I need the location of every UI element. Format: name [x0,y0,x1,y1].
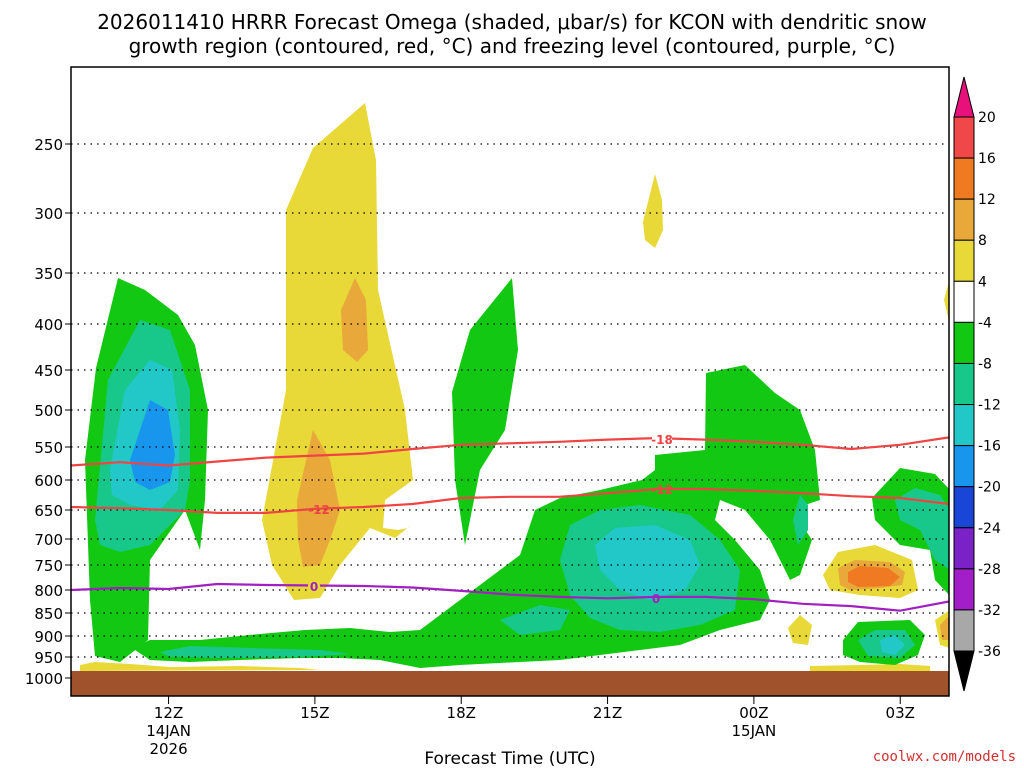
contour-dgz_-12C [71,487,949,514]
omega-region-orange-strong [848,566,900,587]
colorbar-label-12: -32 [978,603,1001,619]
contour-label-dgz-lower-left: -12 [308,503,330,517]
colorbar-swatch-2 [953,157,975,200]
omega-region-yellow-surface [80,662,320,671]
colorbar-swatch-bottom [953,650,975,692]
colorbar-label-5: -4 [978,315,992,331]
colorbar-swatch-3 [953,198,975,241]
y-axis-tick-labels: 250 300 350 400 450 500 550 600 650 700 750 800 850 9… [25,136,63,688]
colorbar-label-9: -20 [978,480,1001,496]
colorbar-label-1: 16 [978,151,996,167]
colorbar-label-8: -16 [978,439,1001,455]
colorbar-swatch-6 [953,321,975,364]
colorbar-swatch-9 [953,445,975,488]
colorbar-label-10: -24 [978,521,1001,537]
omega-region-yellow-small-a [788,615,812,645]
colorbar-label-7: -12 [978,398,1001,414]
colorbar-swatch-1 [953,116,975,159]
y-tick-label-900: 900 [34,628,63,646]
plot-frame [70,66,950,697]
colorbar-label-3: 8 [978,233,987,249]
omega-shading [80,103,949,671]
colorbar-label-11: -28 [978,562,1001,578]
x-tick-label-24: 00Z [739,704,768,722]
contour-label-dgz-lower-right: -12 [651,483,673,497]
x-tick-label-15: 15Z [300,704,329,722]
omega-region-orange-edge [940,616,949,640]
colorbar-swatch-4 [953,239,975,282]
x-tick-label-18: 18Z [447,704,476,722]
colorbar-swatch-13 [953,609,975,652]
y-tick-label-600: 600 [34,472,63,490]
omega-region-yellow-edge [944,281,949,321]
contour-label-dgz-upper: -18 [651,433,673,447]
colorbar-label-13: -36 [978,644,1001,660]
y-tick-label-800: 800 [34,582,63,600]
x-tick-date-24: 15JAN [732,722,777,740]
omega-region-green-mid [452,278,518,545]
watermark: coolwx.com/models [873,749,1016,765]
y-tick-label-1000: 1000 [25,670,63,688]
colorbar-swatch-8 [953,404,975,447]
omega-region-yellow-main [262,103,413,600]
colorbar-label-0: 20 [978,110,996,126]
y-tick-label-350: 350 [34,265,63,283]
y-tick-label-850: 850 [34,605,63,623]
contour-dgz_-18C [71,436,949,467]
y-tick-label-300: 300 [34,205,63,223]
omega-region-cyan-lower [595,525,700,600]
chart-title-line1: 2026011410 HRRR Forecast Omega (shaded, … [97,10,927,34]
colorbar-label-4: 4 [978,274,987,290]
contour-label-freezing-right: 0 [652,592,660,606]
y-tick-label-550: 550 [34,439,63,457]
colorbar-swatch-11 [953,527,975,570]
colorbar-swatch-top [953,76,975,118]
colorbar-swatch-5 [953,280,975,323]
chart-title-line2: growth region (contoured, red, °C) and f… [129,34,896,58]
y-tick-label-250: 250 [34,136,63,154]
colorbar-label-2: 12 [978,192,996,208]
y-tick-label-400: 400 [34,316,63,334]
y-tick-label-500: 500 [34,402,63,420]
x-tick-label-21: 21Z [593,704,622,722]
omega-region-blue-left [130,400,175,490]
omega-region-yellow-upper-right [643,174,663,248]
contour-labels: -18 -12 -12 0 0 [308,432,673,606]
y-tick-label-650: 650 [34,502,63,520]
contour-freezing_0C [71,582,949,612]
colorbar-swatch-10 [953,486,975,529]
x-tick-date-12: 14JAN [146,722,191,740]
colorbar: 20 16 12 8 4 -4 -8 -12 -16 -20 -24 -28 -32 -36 [953,76,1001,692]
x-axis-label: Forecast Time (UTC) [424,749,595,768]
omega-region-teal-right [895,488,949,570]
y-tick-label-700: 700 [34,531,63,549]
omega-region-cyan-right [880,635,905,655]
colorbar-label-6: -8 [978,356,992,372]
ground-surface [71,671,949,696]
colorbar-swatch-12 [953,568,975,611]
contour-lines [71,436,949,612]
omega-region-yellow-surface-right [810,664,930,671]
y-tick-label-450: 450 [34,362,63,380]
contour-label-freezing-left: 0 [310,580,318,594]
omega-region-teal-band [160,646,350,658]
y-tick-label-950: 950 [34,649,63,667]
x-tick-label-27: 03Z [886,704,915,722]
x-tick-year-12: 2026 [149,740,187,758]
y-tick-label-750: 750 [34,557,63,575]
omega-region-teal-small [793,495,808,545]
omega-region-orange-upper [341,278,368,362]
colorbar-swatch-7 [953,362,975,406]
y-gridlines [65,143,949,679]
x-tick-label-12: 12Z [154,704,183,722]
omega-region-orange-lower [297,430,340,567]
